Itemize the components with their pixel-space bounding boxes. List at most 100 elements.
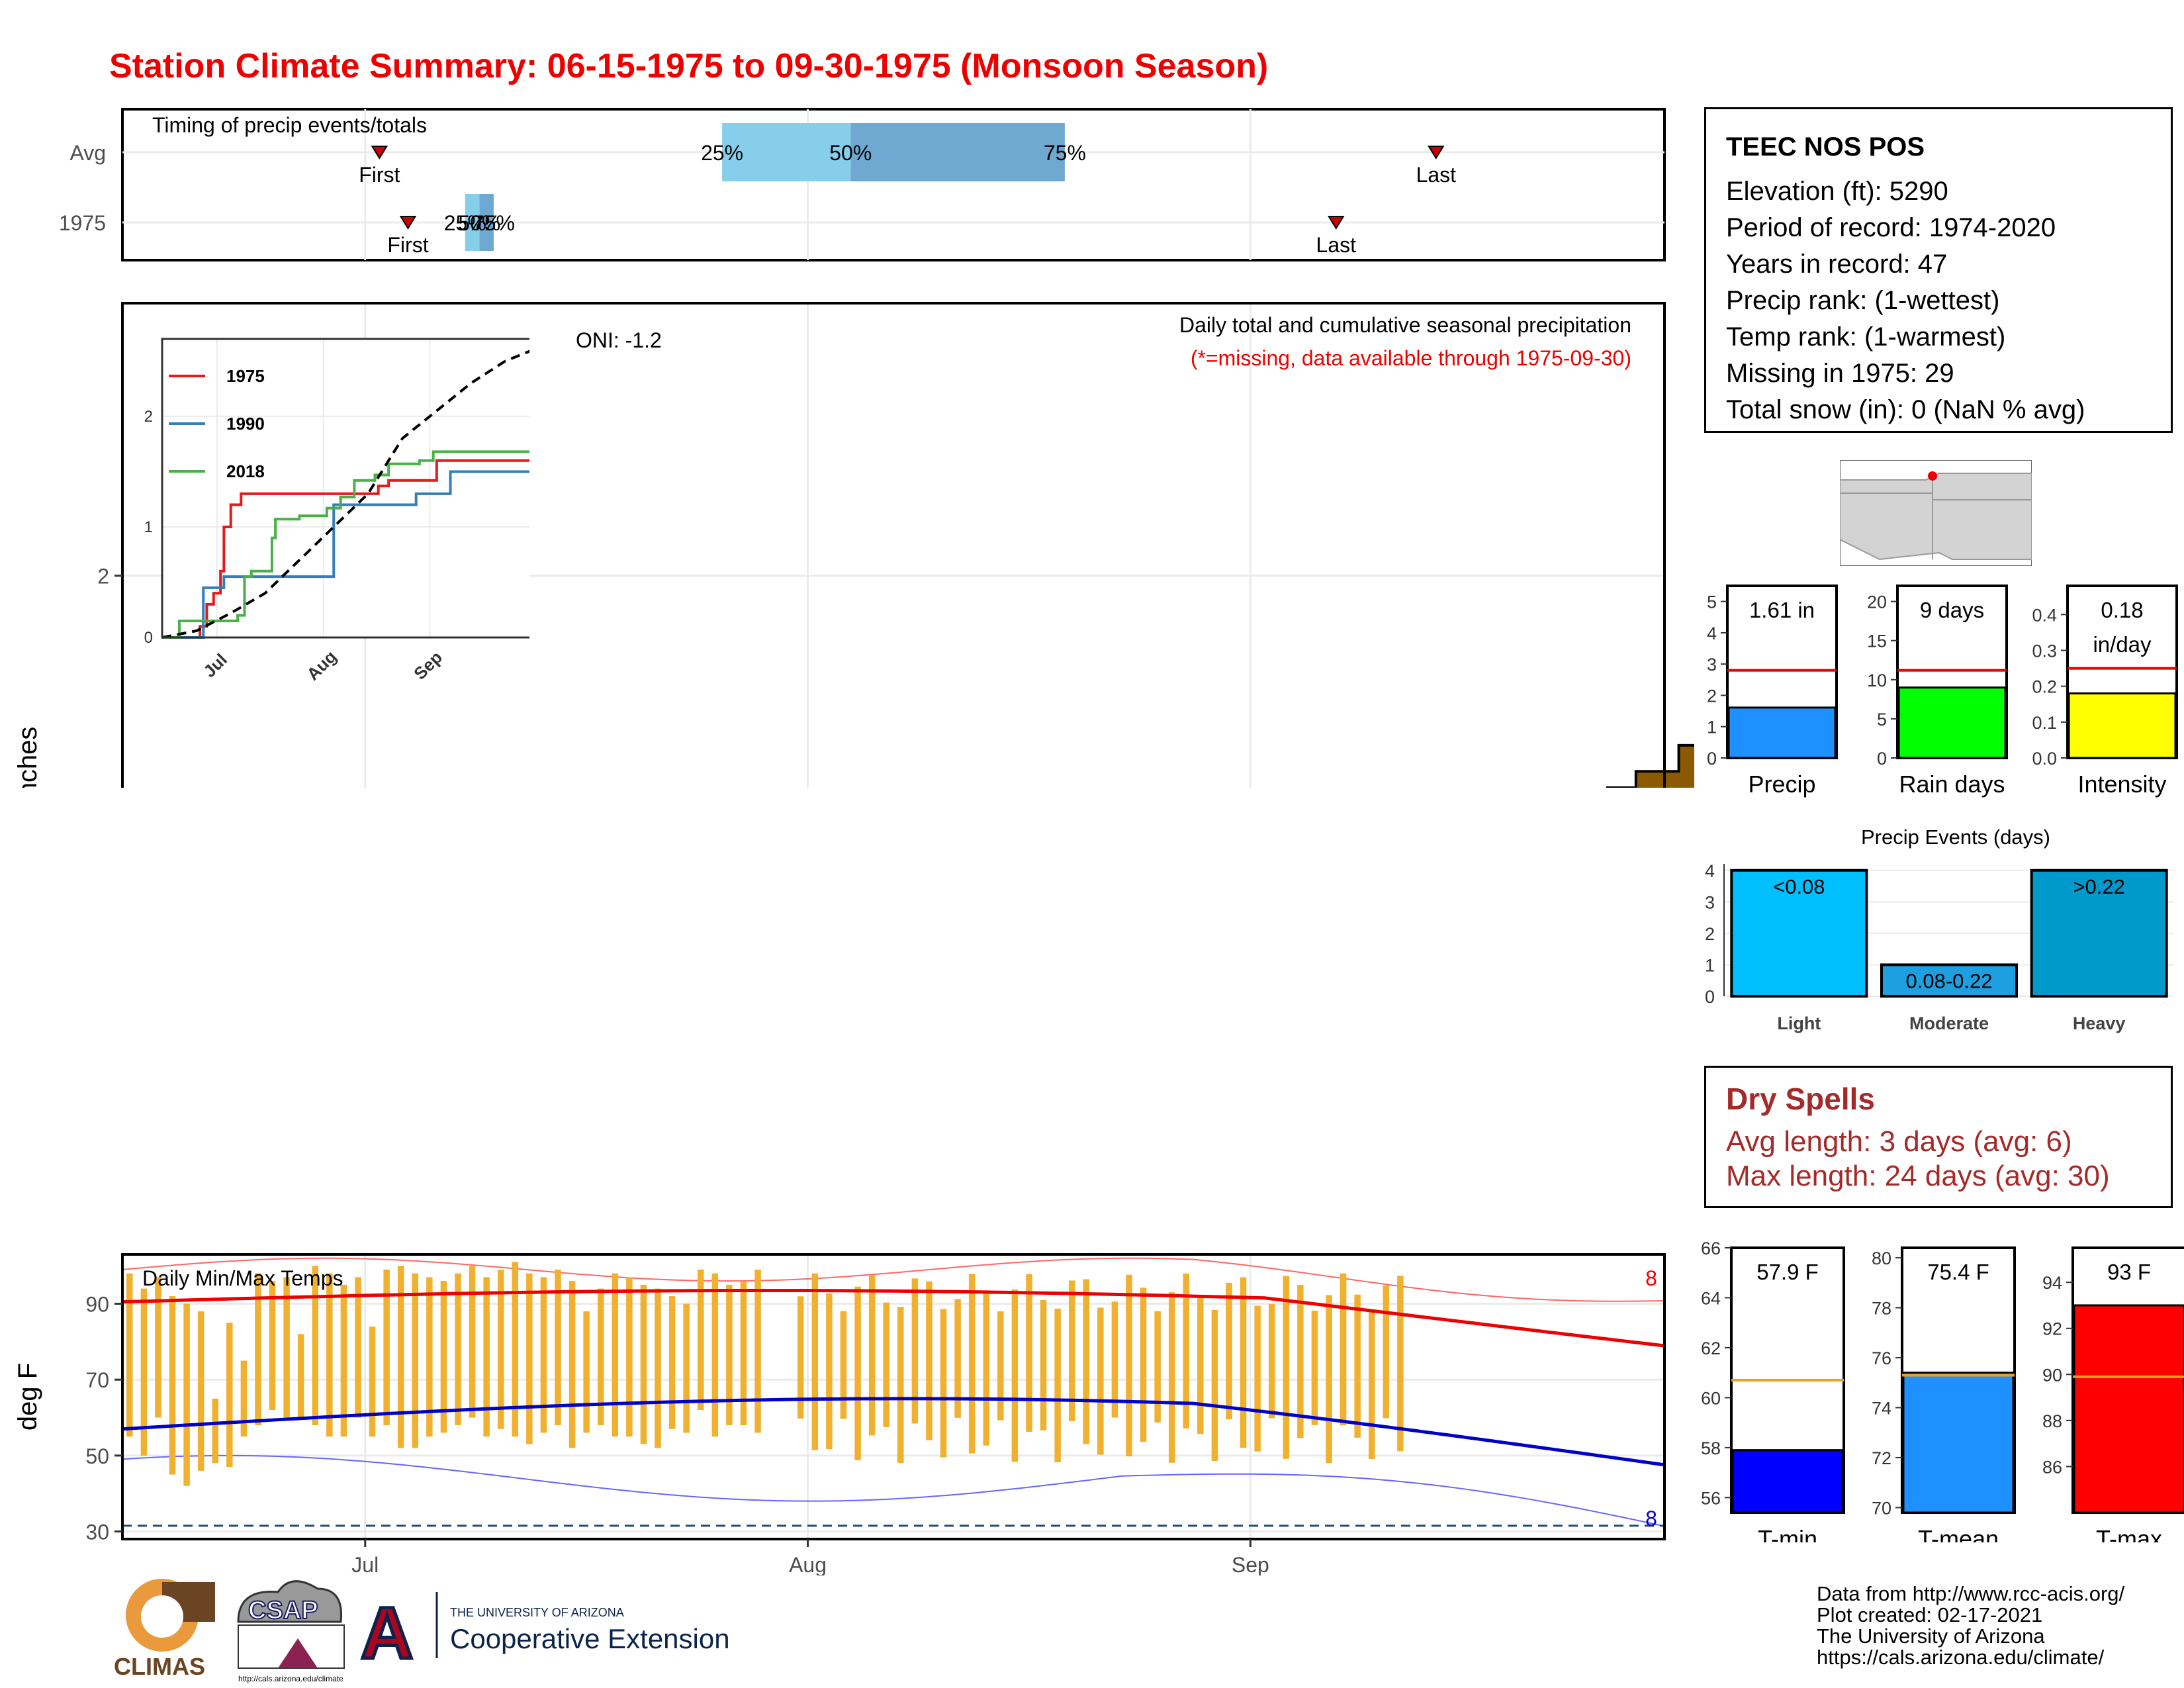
svg-text:A: A (361, 1593, 413, 1674)
climas-logo: CLIMAS (114, 1579, 215, 1680)
timing-row-label: Avg (69, 141, 106, 165)
daily-temp-bar (940, 1309, 947, 1458)
daily-temp-bar (269, 1281, 276, 1411)
daily-temp-bar (283, 1277, 290, 1418)
footer-line: https://cals.arizona.edu/climate/ (1817, 1646, 2105, 1669)
daily-temp-bar (1126, 1274, 1132, 1457)
record-min-line (122, 1454, 1665, 1527)
daily-temp-bar (483, 1277, 490, 1437)
timing-last-marker (1328, 216, 1345, 230)
summary-tick-label: 74 (1872, 1399, 1891, 1419)
event-bar (2030, 868, 2168, 998)
summary-label: Precip (1748, 771, 1815, 798)
summary-tick-label: 88 (2042, 1411, 2062, 1431)
station-detail-line: Precip rank: (1-wettest) (1726, 286, 2000, 315)
daily-temp-bar (983, 1290, 989, 1446)
summary-tick-label: 92 (2042, 1319, 2062, 1339)
daily-temp-bar (726, 1284, 733, 1425)
daily-temp-bar (754, 1269, 761, 1433)
summary-value-bar (1897, 686, 2007, 759)
daily-temp-bar (1226, 1282, 1232, 1420)
station-info-box: TEEC NOS POS Elevation (ft): 5290 Period … (1704, 107, 2173, 433)
timing-iqr-high (850, 123, 1065, 181)
timing-iqr-low (722, 123, 851, 181)
event-bar (1880, 963, 2018, 998)
daily-temp-bar (883, 1302, 889, 1427)
daily-temp-bar (797, 1296, 804, 1419)
summary-value-label: 0.18 (2101, 598, 2143, 622)
station-detail-line: Missing in 1975: 29 (1726, 359, 1954, 388)
daily-temp-bar (155, 1277, 161, 1418)
timing-last-marker (1428, 146, 1445, 160)
daily-temp-bar (911, 1278, 919, 1424)
daily-temp-bar (1026, 1274, 1032, 1432)
daily-temp-bar (555, 1269, 561, 1425)
avg-max-line (122, 1288, 1665, 1348)
summary-value-bar (2073, 1304, 2184, 1514)
summary-value-bar (1902, 1372, 2015, 1514)
daily-temp-bar (1083, 1279, 1089, 1444)
summary-tick-label: 0.3 (2032, 641, 2057, 661)
daily-temp-bar (212, 1398, 218, 1464)
daily-temp-bar (997, 1311, 1004, 1421)
summary-tick-label: 0.1 (2032, 713, 2057, 733)
dry-spells-avg: Avg length: 3 days (avg: 6) (1726, 1125, 2072, 1158)
logos: CLIMAS CSAP http://cals.arizona.edu/clim… (114, 1579, 730, 1683)
temp-summary-bars: 56 58 60 62 64 66 57.9 F T-min 70 72 74 76 78 80 75.4 … (1701, 1239, 2184, 1542)
timing-pct-label: 75% (473, 211, 515, 235)
daily-temp-bar (126, 1273, 133, 1437)
daily-temp-bar (1197, 1297, 1204, 1434)
daily-temp-bar (1383, 1285, 1390, 1419)
summary-value-label: 57.9 F (1756, 1260, 1819, 1284)
events-tick-label: 3 (1705, 892, 1715, 912)
summary-tick-label: 10 (1867, 671, 1887, 690)
daily-temp-bar (1354, 1294, 1361, 1438)
daily-temp-bar (455, 1273, 461, 1425)
summary-label: T-max (2096, 1525, 2162, 1542)
oni-label: ONI: -1.2 (576, 328, 662, 352)
summary-value-label: 1.61 in (1749, 598, 1815, 622)
climas-logo-text: CLIMAS (114, 1653, 205, 1680)
station-name: TEEC NOS POS (1726, 132, 1925, 162)
daily-temp-bar (240, 1360, 248, 1437)
daily-temp-bar (1154, 1311, 1161, 1423)
footer-line: Plot created: 02-17-2021 (1817, 1603, 2043, 1626)
summary-tick-label: 1 (1707, 718, 1717, 737)
station-details: Elevation (ft): 5290 Period of record: 19… (1726, 173, 2151, 428)
daily-temp-bar (297, 1334, 304, 1418)
x-tick-label: Sep (1232, 1553, 1269, 1575)
daily-temp-bar (1297, 1285, 1304, 1438)
daily-temp-bar (1326, 1295, 1332, 1464)
daily-temp-bar (526, 1273, 533, 1444)
daily-temp-bar (397, 1266, 404, 1448)
daily-temp-bar (569, 1281, 576, 1448)
timing-first-marker (399, 216, 417, 230)
avg-cumulative-area (1607, 745, 1694, 788)
timing-first-marker-label: First (387, 233, 428, 257)
daily-temp-bar (412, 1273, 419, 1448)
daily-temp-bar (740, 1281, 747, 1425)
daily-temp-bar (926, 1281, 933, 1440)
daily-temp-bar (1254, 1305, 1261, 1452)
daily-temp-bar (1311, 1310, 1318, 1425)
temp-panel: 30 50 70 90 Jul Aug Sep Daily Min/Max Temps deg … (13, 1253, 1666, 1575)
inset-series-1975 (162, 459, 529, 639)
avg-min-line (122, 1397, 1665, 1467)
inset-legend-label: 1975 (226, 366, 265, 386)
timing-pct-label: 25% (444, 211, 486, 235)
summary-tick-label: 86 (2042, 1457, 2062, 1477)
daily-temp-bar (1268, 1303, 1275, 1419)
daily-temp-bar (1097, 1307, 1104, 1455)
station-detail-line: Total snow (in): 0 (NaN % avg) (1726, 395, 2085, 424)
temp-panel-label: Daily Min/Max Temps (142, 1266, 343, 1290)
timing-last-marker-label: Last (1416, 163, 1457, 187)
ua-logo: A THE UNIVERSITY OF ARIZONA Cooperative … (359, 1591, 730, 1676)
daily-temp-bar (968, 1274, 976, 1454)
daily-temp-bar (868, 1275, 876, 1436)
inset-legend-label: 2018 (226, 461, 265, 481)
inset-series-avg (161, 350, 529, 639)
ua-logo-top: THE UNIVERSITY OF ARIZONA (450, 1606, 624, 1619)
csap-logo-url: http://cals.arizona.edu/climate (238, 1674, 343, 1683)
summary-value-bar (1731, 1449, 1844, 1514)
daily-temp-bar (197, 1311, 205, 1471)
